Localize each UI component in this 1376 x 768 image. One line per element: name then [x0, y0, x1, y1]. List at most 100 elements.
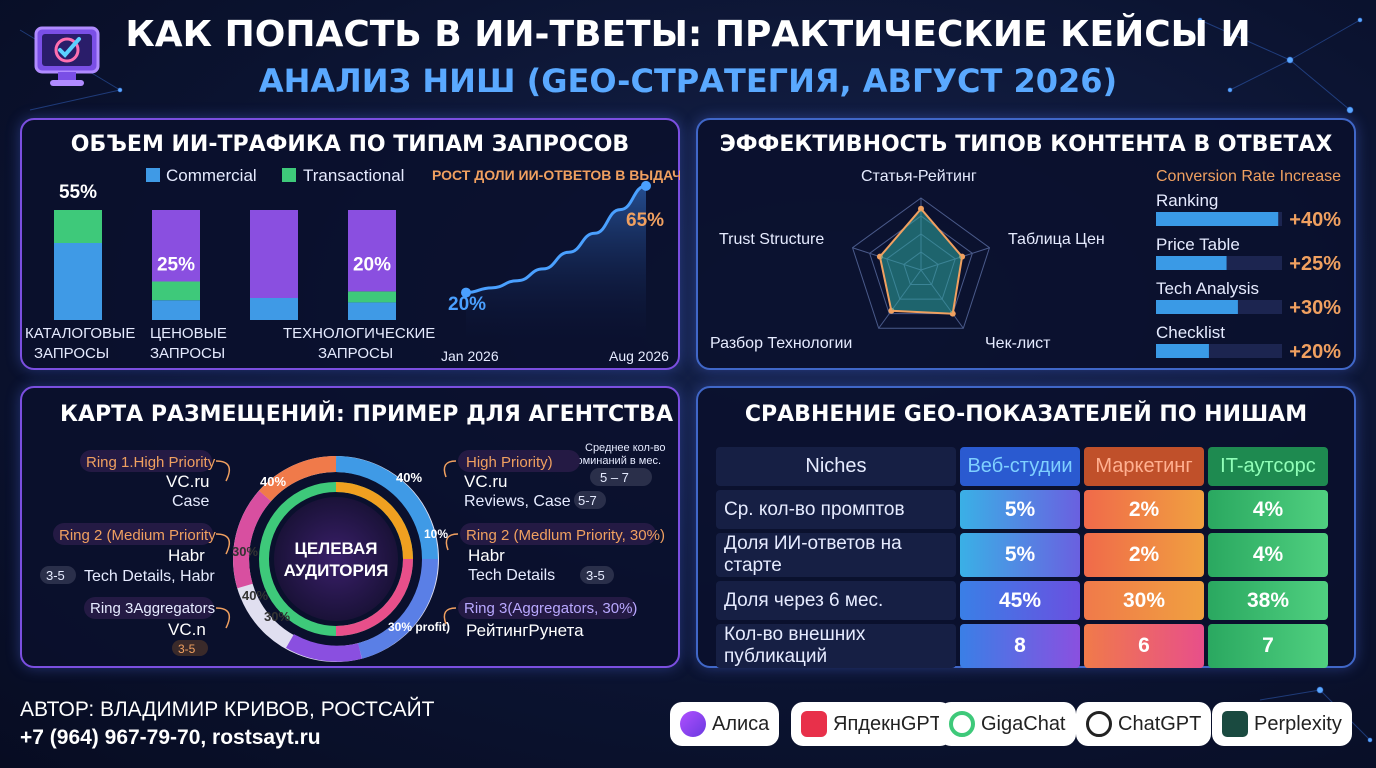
middle-ring-orange [335, 482, 413, 560]
line-start-label: 20% [448, 294, 486, 315]
ring-label-left-3: Ring 3Aggregators [90, 600, 215, 617]
perplexity-icon [1222, 711, 1248, 737]
cell: 6 [1084, 624, 1204, 668]
badge-gigachat[interactable]: GigaChat [939, 702, 1076, 746]
content-efficiency-title: ЭФФЕКТИВНОСТЬ ТИПОВ КОНТЕНТА В ОТВЕТАХ [719, 132, 1333, 157]
bar-label-tech-2: ЗАПРОСЫ [318, 345, 393, 362]
geo-table: Niches Веб-студии Маркетинг IT-аутсорс С… [712, 443, 1332, 672]
ring-label-right-3: Ring 3(Aggregators, 30%) [464, 600, 637, 617]
header-web-studios: Веб-студии [960, 447, 1080, 486]
line-end-point [641, 180, 651, 191]
cell: 38% [1208, 581, 1328, 620]
bar-segment [348, 302, 396, 320]
ring-badge-right-3 [458, 597, 636, 619]
badge-perplexity[interactable]: Perplexity [1212, 702, 1352, 746]
row-label: Ср. кол-во промптов [716, 490, 956, 529]
monitor-check-icon [34, 26, 100, 86]
ring-label-left-2: Ring 2 (Medium Priority [59, 527, 216, 544]
ring-pct-2: 40% [396, 470, 422, 485]
right-connectors [443, 460, 459, 625]
legend-commercial-swatch [146, 168, 160, 182]
left-2-count: 3-5 [46, 568, 65, 583]
geo-comparison-title: СРАВНЕНИЕ GEO-ПОКАЗАТЕЛЕЙ ПО НИШАМ [744, 402, 1308, 427]
table-row: Доля ИИ-ответов на старте 5% 2% 4% [716, 533, 1328, 577]
ring-badge-left-1 [80, 450, 212, 472]
right-2-count: 3-5 [586, 568, 605, 583]
ring-segment-blue [335, 456, 438, 560]
conv-label: Tech Analysis [1156, 279, 1259, 298]
left-3-count-badge [172, 640, 208, 656]
bar-data-label: 20% [353, 255, 391, 276]
line-series [465, 184, 647, 295]
ring-pct-4: 40% [242, 588, 268, 603]
radar-label-rating: Статья-Рейтинг [861, 168, 977, 185]
conv-fill [1156, 212, 1279, 226]
ring-label-left-1: Ring 1.High Priority [86, 454, 216, 471]
row-label: Кол-во внешних публикаций [716, 624, 956, 668]
contact-text: +7 (964) 967-79-70, rostsayt.ru [20, 726, 321, 749]
table-row: Ср. кол-во промптов 5% 2% 4% [716, 490, 1328, 529]
line-x-end: Aug 2026 [609, 348, 669, 364]
header-it-outsourcing: IT-аутсорс [1208, 447, 1328, 486]
cell: 30% [1084, 581, 1204, 620]
ring-badge-left-2 [53, 523, 213, 545]
conv-label: Ranking [1156, 191, 1218, 210]
line-end-label: 65% [626, 210, 664, 231]
bar-label-tech-1: ТЕХНОЛОГИЧЕСКИЕ [283, 325, 435, 342]
bar-segment [152, 210, 200, 282]
left-3-count: 3-5 [178, 642, 196, 656]
ring-segment-orange [259, 456, 337, 502]
placement-map-title: КАРТА РАЗМЕЩЕНИЙ: ПРИМЕР ДЛЯ АГЕНТСТВА [60, 402, 673, 427]
row-label: Доля ИИ-ответов на старте [716, 533, 956, 577]
conv-value: +30% [1289, 297, 1341, 319]
badge-yandexgpt[interactable]: ЯпдекнGPT [791, 702, 952, 746]
conv-label: Checklist [1156, 323, 1225, 342]
right-1-count-badge [574, 491, 606, 509]
chatgpt-icon [1086, 711, 1112, 737]
conv-fill [1156, 344, 1209, 358]
badge-chatgpt[interactable]: ChatGPT [1076, 702, 1212, 746]
ring-pct-7: 10% [424, 527, 448, 541]
ring-badge-right-1 [458, 450, 580, 472]
ring-pct-6: 30% profit) [388, 620, 450, 634]
ring-label-right-2: Ring 2 (Medlum Priority, 30%) [466, 527, 665, 544]
bar-segment [250, 298, 298, 320]
bar-segment [152, 281, 200, 301]
cell: 45% [960, 581, 1080, 620]
radar-grid-ring [851, 197, 991, 329]
efficiency-charts: Статья-Рейтинг Таблица Цен Чек-лист Разб… [710, 168, 1341, 363]
cell: 8 [960, 624, 1080, 668]
ring-pct-1: 40% [260, 474, 286, 489]
table-row: Кол-во внешних публикаций 8 6 7 [716, 624, 1328, 668]
radar-label-tech: Разбор Технологии [710, 335, 852, 352]
radar-label-price-table: Таблица Цен [1008, 231, 1105, 248]
ring-segment-indigo [357, 558, 439, 659]
bar-label-price-1: ЦЕНОВЫЕ [150, 325, 227, 342]
gigachat-icon [949, 711, 975, 737]
conv-bars: Ranking +40% Price Table +25% Tech Analysis +… [1156, 191, 1341, 363]
ring-pct-3: 30% [232, 544, 258, 559]
line-x-start: Jan 2026 [441, 348, 499, 364]
conv-value: +20% [1289, 341, 1341, 363]
table-row: Доля через 6 мес. 45% 30% 38% [716, 581, 1328, 620]
badge-perplexity-label: Perplexity [1254, 712, 1342, 735]
bar-label-price-2: ЗАПРОСЫ [150, 345, 225, 362]
cell: 5% [960, 490, 1080, 529]
bar-segment [54, 243, 102, 320]
bar-label-catalog-2: ЗАПРОСЫ [34, 345, 109, 362]
header-niches: Niches [716, 447, 956, 486]
row-label: Доля через 6 мес. [716, 581, 956, 620]
ring-badge-right-2 [460, 523, 656, 545]
cell: 5% [960, 533, 1080, 577]
left-1-l1: VC.ru [166, 472, 209, 491]
author-text: АВТОР: ВЛАДИМИР КРИВОВ, РОСТСАЙТ [20, 698, 435, 721]
bar-segment [348, 291, 396, 303]
page-title-line2: АНАЛИЗ НИШ (GEO-СТРАТЕГИЯ, АВГУСТ 2026) [258, 62, 1118, 100]
radar-grid-ring [869, 215, 973, 315]
badge-alisa[interactable]: Алиса [670, 702, 780, 746]
left-connectors [215, 460, 231, 629]
conv-label: Price Table [1156, 235, 1240, 254]
conv-fill [1156, 300, 1238, 314]
bar-segment [348, 210, 396, 292]
bar-segment [152, 300, 200, 320]
